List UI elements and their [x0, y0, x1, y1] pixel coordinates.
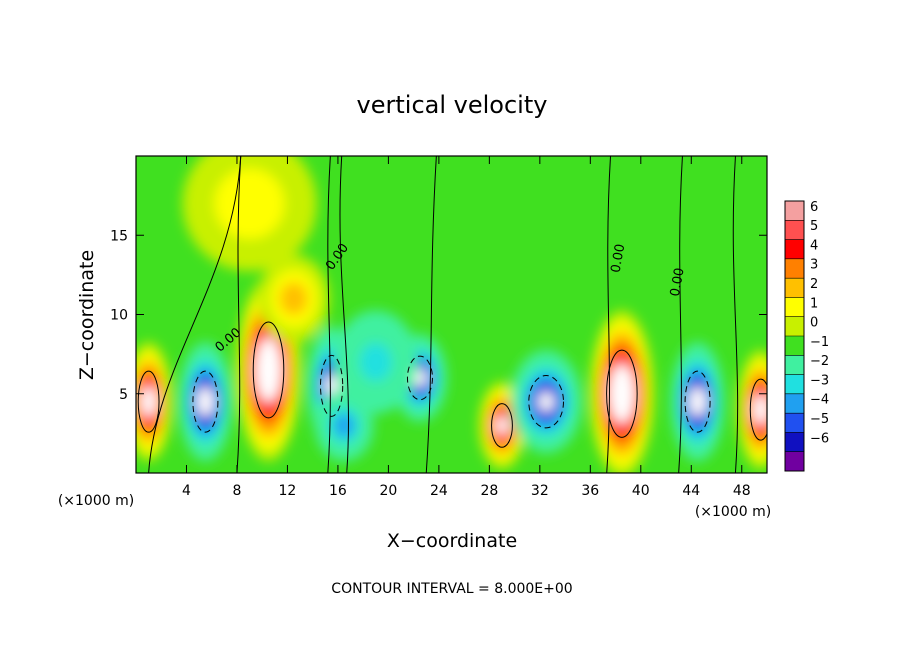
field-level [754, 399, 767, 420]
field-cell-3 [258, 255, 330, 343]
zero-contour-0 [148, 156, 242, 473]
zero-contour-4 [425, 156, 437, 473]
contour-12 [749, 378, 767, 441]
contour-10 [606, 349, 638, 438]
y-axis-ticks: 5 10 15 [110, 228, 767, 403]
field-cell-13 [182, 156, 317, 271]
field-level [142, 391, 155, 412]
chart-title: vertical velocity [357, 91, 548, 119]
colorbar-swatch-13 [785, 451, 804, 472]
x-axis-label: X−coordinate [387, 530, 517, 552]
footer-note: CONTOUR INTERVAL = 8.000E+00 [331, 581, 572, 597]
colorbar-swatch-2 [785, 239, 804, 260]
contour-1 [192, 370, 219, 433]
field-cell-7 [333, 310, 418, 414]
zero-contour-1 [236, 156, 242, 473]
field-level [325, 374, 339, 397]
zero-contour-5 [606, 156, 612, 473]
colorbar-swatch-11 [785, 413, 804, 433]
x-tick-label-4: 4 [182, 483, 191, 499]
zero-contour-6 [678, 156, 683, 473]
colorbar-tick-label-5: 1 [810, 296, 818, 311]
field-cell-10 [590, 310, 654, 473]
colorbar-tick-label-11: −5 [810, 412, 829, 427]
x-tick-label-40: 40 [632, 483, 650, 499]
contour-11 [684, 370, 711, 433]
zero-contour-7 [732, 156, 739, 473]
colorbar-tick-label-6: 0 [810, 316, 818, 331]
y-tick-label-5: 5 [119, 387, 128, 403]
colorbar-swatch-0 [785, 201, 804, 221]
field-level [262, 358, 275, 382]
zero-contour-3 [339, 156, 349, 473]
x-tick-label-12: 12 [279, 483, 297, 499]
colorbar-tick-label-2: 4 [810, 238, 818, 253]
contour-label-3: 0.00 [668, 267, 688, 298]
x-tick-label-28: 28 [480, 483, 498, 499]
contour-4 [320, 354, 344, 417]
colorbar-tick-label-7: −1 [810, 335, 829, 350]
field-cell-1 [178, 342, 233, 462]
colorbar-swatch-5 [785, 297, 804, 318]
field-level [615, 382, 629, 405]
x-tick-label-16: 16 [329, 483, 347, 499]
colorbar-tick-label-3: 3 [810, 258, 818, 273]
zero-contour-2 [327, 156, 331, 473]
y-tick-label-15: 15 [110, 228, 128, 244]
colorbar-swatch-6 [785, 316, 804, 337]
contour-2 [252, 321, 285, 419]
colorbar-tick-label-10: −4 [810, 393, 829, 408]
contour-8 [491, 403, 513, 448]
field-level [691, 391, 705, 412]
x-tick-label-32: 32 [531, 483, 549, 499]
colorbar-tick-labels: 6 5 4 3 2 1 0 −1 −2 −3 −4 −5 −6 [810, 200, 829, 446]
contour-9 [528, 375, 565, 429]
x-tick-label-36: 36 [581, 483, 599, 499]
field-level [495, 416, 509, 435]
x-tick-label-20: 20 [379, 483, 397, 499]
field-level [538, 391, 555, 412]
field-cell-12 [737, 350, 767, 470]
field-level [334, 414, 355, 437]
colorbar-tick-label-1: 5 [810, 219, 818, 234]
colorbar [784, 200, 805, 472]
colorbar-swatch-7 [785, 336, 804, 356]
field-cell-0 [136, 342, 172, 462]
field-level [198, 391, 212, 412]
field-level [359, 342, 392, 382]
field-cell-9 [510, 350, 582, 454]
colorbar-tick-label-0: 6 [810, 200, 818, 215]
colorbar-swatch-3 [785, 258, 804, 279]
contour-6 [406, 355, 433, 401]
colorbar-tick-label-8: −2 [810, 354, 829, 369]
x-unit-left: (×1000 m) [58, 493, 134, 509]
x-axis-ticks: 4 8 12 16 20 24 28 32 36 40 44 48 [182, 156, 751, 499]
colorbar-tick-label-4: 2 [810, 277, 818, 292]
x-tick-label-44: 44 [682, 483, 700, 499]
x-unit-right: (×1000 m) [695, 504, 771, 520]
colorbar-swatch-8 [785, 355, 804, 376]
contour-label-2: 0.00 [609, 243, 629, 274]
x-tick-label-24: 24 [430, 483, 448, 499]
colorbar-swatch-9 [785, 374, 804, 395]
field-level [214, 168, 285, 239]
colorbar-tick-label-9: −3 [810, 373, 829, 388]
colorbar-swatch-10 [785, 393, 804, 414]
x-tick-label-48: 48 [733, 483, 751, 499]
contour-lines [137, 156, 767, 473]
colorbar-swatch-4 [785, 278, 804, 298]
plot-area: 0.000.00 0.000.00 4 8 12 16 20 24 28 32 36 40 44 48 … [110, 155, 768, 499]
y-axis-label: Z−coordinate [76, 250, 98, 380]
contour-0 [137, 370, 160, 433]
field-cell-11 [670, 342, 725, 462]
colorbar-tick-label-12: −6 [810, 431, 829, 446]
colorbar-swatch-1 [785, 220, 804, 241]
colorbar-swatch-12 [785, 432, 804, 453]
field-level [279, 282, 308, 316]
x-tick-label-8: 8 [232, 483, 241, 499]
y-tick-label-10: 10 [110, 308, 128, 324]
